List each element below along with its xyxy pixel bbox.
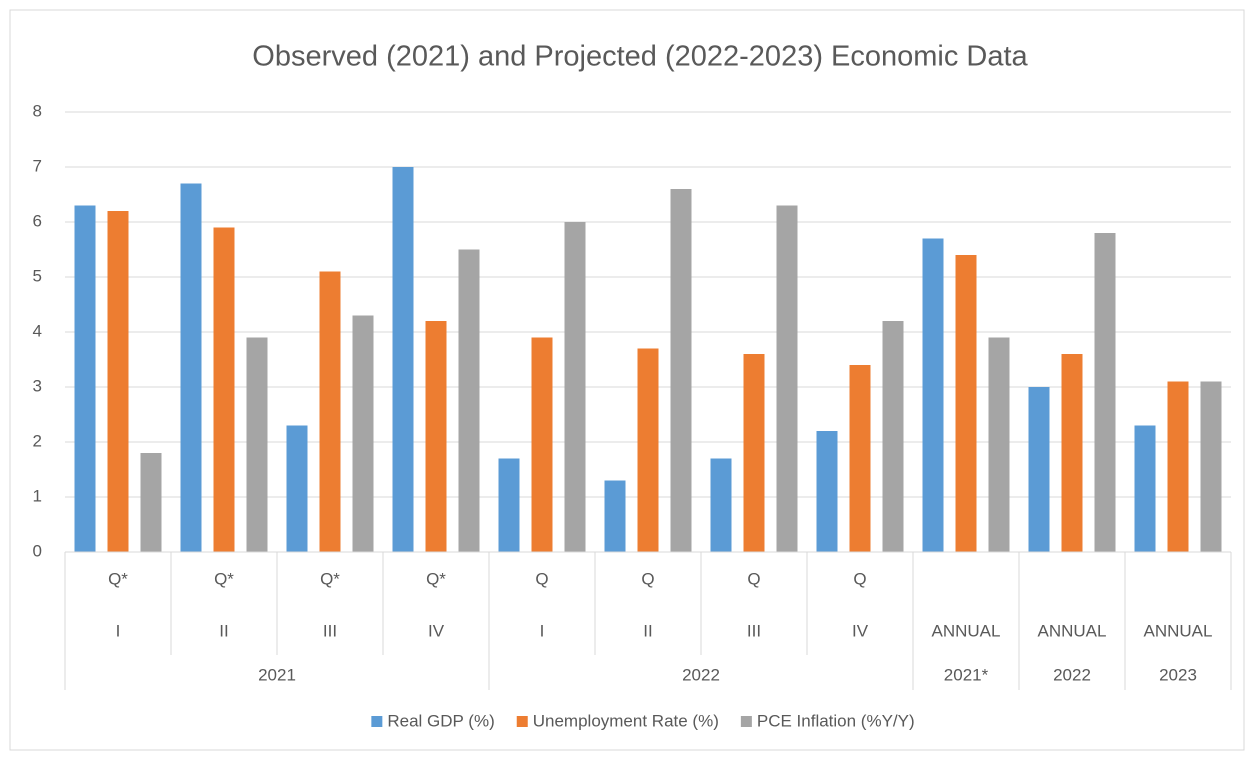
chart-title: Observed (2021) and Projected (2022-2023… bbox=[252, 41, 1028, 73]
bar bbox=[849, 365, 871, 552]
x-tick-label: I bbox=[116, 621, 121, 640]
bar bbox=[1061, 354, 1083, 552]
y-tick-label: 3 bbox=[33, 376, 42, 395]
x-tick-label: III bbox=[323, 621, 337, 640]
bar bbox=[670, 189, 692, 552]
x-tick-prefix: Q bbox=[853, 569, 866, 588]
bar bbox=[246, 337, 268, 552]
bar bbox=[816, 431, 838, 552]
bar bbox=[710, 458, 732, 552]
y-tick-label: 5 bbox=[33, 266, 42, 285]
legend-label: Real GDP (%) bbox=[387, 711, 494, 730]
bar bbox=[180, 183, 202, 552]
bar bbox=[140, 453, 162, 552]
x-tick-label: II bbox=[643, 621, 652, 640]
y-tick-label: 6 bbox=[33, 211, 42, 230]
bar bbox=[637, 348, 659, 552]
bar bbox=[352, 315, 374, 552]
x-tick-label: III bbox=[747, 621, 761, 640]
bar bbox=[955, 255, 977, 552]
x-tick-label: IV bbox=[852, 621, 869, 640]
bar bbox=[564, 222, 586, 552]
x-tick-prefix: Q* bbox=[426, 569, 446, 588]
bar bbox=[776, 205, 798, 552]
bar bbox=[988, 337, 1010, 552]
x-group-label: 2023 bbox=[1159, 665, 1197, 684]
bar bbox=[1028, 387, 1050, 552]
legend-label: PCE Inflation (%Y/Y) bbox=[757, 711, 915, 730]
legend: Real GDP (%) Unemployment Rate (%) PCE Inf… bbox=[371, 711, 915, 730]
x-tick-label: II bbox=[219, 621, 228, 640]
bar bbox=[425, 321, 447, 552]
x-tick-label: ANNUAL bbox=[932, 621, 1001, 640]
legend-swatch bbox=[740, 716, 752, 727]
bar bbox=[922, 238, 944, 552]
x-group-label: 2022 bbox=[682, 665, 720, 684]
x-group-label: 2021* bbox=[944, 665, 989, 684]
bar bbox=[498, 458, 520, 552]
bar bbox=[1134, 425, 1156, 552]
x-tick-prefix: Q bbox=[747, 569, 760, 588]
x-tick-prefix: Q bbox=[535, 569, 548, 588]
y-tick-label: 1 bbox=[33, 486, 42, 505]
bar bbox=[319, 271, 341, 552]
bar bbox=[1200, 381, 1222, 552]
legend-label: Unemployment Rate (%) bbox=[533, 711, 719, 730]
bar bbox=[882, 321, 904, 552]
bar bbox=[107, 211, 129, 552]
x-tick-prefix: Q* bbox=[320, 569, 340, 588]
y-tick-label: 0 bbox=[33, 541, 42, 560]
legend-swatch bbox=[371, 716, 383, 727]
legend-swatch bbox=[516, 716, 528, 727]
y-tick-label: 4 bbox=[33, 321, 42, 340]
bar bbox=[392, 167, 414, 552]
bar bbox=[74, 205, 96, 552]
bar bbox=[604, 480, 626, 552]
bar bbox=[743, 354, 765, 552]
bar bbox=[1094, 233, 1116, 552]
y-tick-label: 8 bbox=[33, 101, 42, 120]
x-group-label: 2022 bbox=[1053, 665, 1091, 684]
bar bbox=[286, 425, 308, 552]
bar bbox=[531, 337, 553, 552]
bar bbox=[1167, 381, 1189, 552]
x-group-label: 2021 bbox=[258, 665, 296, 684]
x-tick-prefix: Q* bbox=[214, 569, 234, 588]
bar bbox=[213, 227, 235, 552]
bar bbox=[458, 249, 480, 552]
x-tick-prefix: Q bbox=[641, 569, 654, 588]
x-tick-label: IV bbox=[428, 621, 445, 640]
y-tick-label: 7 bbox=[33, 156, 42, 175]
x-tick-label: ANNUAL bbox=[1144, 621, 1213, 640]
y-tick-label: 2 bbox=[33, 431, 42, 450]
x-tick-label: I bbox=[540, 621, 545, 640]
x-tick-prefix: Q* bbox=[108, 569, 128, 588]
x-tick-label: ANNUAL bbox=[1038, 621, 1107, 640]
